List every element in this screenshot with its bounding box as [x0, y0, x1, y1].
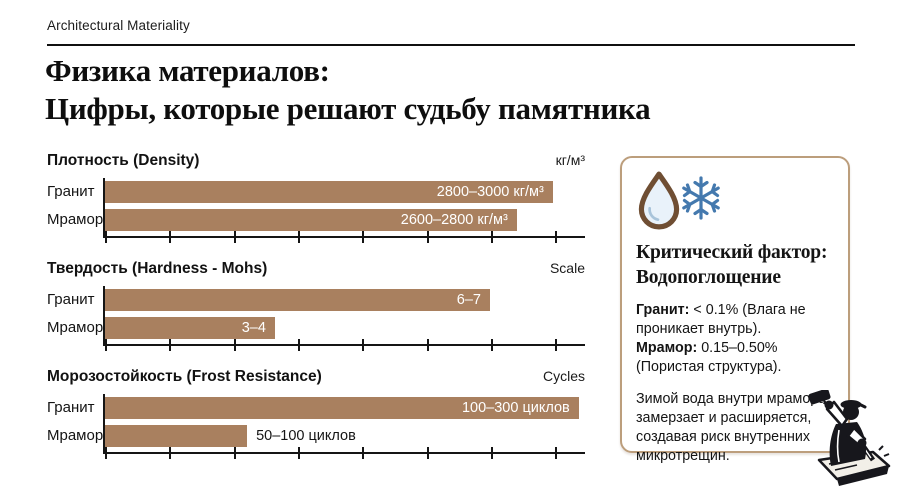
- chart-header: Морозостойкость (Frost Resistance) Cycles: [47, 368, 585, 388]
- axis-tick: [490, 231, 493, 243]
- axis-tick: [105, 231, 107, 243]
- category-label: Гранит: [47, 183, 95, 200]
- card-specs: Гранит: < 0.1% (Влага не проникает внутр…: [636, 301, 833, 377]
- axis-tick: [233, 447, 236, 459]
- bar-value-label: 50–100 циклов: [256, 428, 356, 444]
- axis-tick: [297, 231, 300, 243]
- axis-tick: [362, 231, 365, 243]
- page-title-line1: Физика материалов:: [45, 53, 330, 88]
- axis-tick: [362, 447, 365, 459]
- bar-value-label: 2600–2800 кг/м³: [400, 212, 508, 228]
- granite-spec-label: Гранит:: [636, 302, 690, 318]
- category-label: Мрамор: [47, 211, 104, 228]
- axis-tick: [490, 339, 493, 351]
- axis-tick: [555, 339, 558, 351]
- axis-tick: [297, 447, 300, 459]
- chart-unit-label: Cycles: [542, 368, 585, 384]
- water-drop-icon: [638, 171, 680, 230]
- card-title-line2: Водопоглощение: [636, 267, 781, 288]
- chart-header: Твердость (Hardness - Mohs) Scale: [47, 260, 585, 280]
- card-note: Зимой вода внутри мрамора замерзает и ра…: [636, 391, 827, 464]
- bar-row-гранит: Гранит 6–7: [47, 289, 585, 311]
- bar-row-гранит: Гранит 100–300 циклов: [47, 397, 585, 419]
- card-title-line1: Критический фактор:: [636, 242, 828, 263]
- axis-tick: [297, 339, 300, 351]
- bar-row-гранит: Гранит 2800–3000 кг/м³: [47, 181, 585, 203]
- bar-row-мрамор: Мрамор 50–100 циклов: [47, 425, 585, 447]
- chart-plot: Гранит 2800–3000 кг/м³ Мрамор 2600–2800 кг/…: [47, 178, 585, 243]
- chart-density: Плотность (Density) кг/м³ Гранит 2800–3000 …: [47, 152, 585, 248]
- value-bar: 6–7: [105, 289, 490, 311]
- axis-tick: [169, 231, 172, 243]
- chart-frost-resistance: Морозостойкость (Frost Resistance) Cycles…: [47, 368, 585, 464]
- bar-value-label: 100–300 циклов: [461, 400, 570, 416]
- axis-tick: [169, 447, 172, 459]
- axis-tick: [490, 447, 493, 459]
- value-bar: 2800–3000 кг/м³: [105, 181, 553, 203]
- chart-plot: Гранит 6–7 Мрамор 3–4: [47, 286, 585, 351]
- chart-unit-label: кг/м³: [555, 152, 585, 168]
- header-rule: [47, 44, 855, 46]
- axis-tick: [233, 231, 236, 243]
- charts-column: Плотность (Density) кг/м³ Гранит 2800–3000 …: [47, 152, 585, 462]
- bar-row-мрамор: Мрамор 3–4: [47, 317, 585, 339]
- axis-tick: [362, 339, 365, 351]
- stonemason-illustration: [808, 390, 891, 486]
- card-title: Критический фактор: Водопоглощение: [636, 240, 833, 290]
- snowflake-icon: [682, 176, 720, 220]
- axis-tick: [555, 447, 558, 459]
- category-label: Гранит: [47, 291, 95, 308]
- chart-title: Плотность (Density): [47, 152, 200, 169]
- marble-spec-value: 0.15–0.50% (Пористая структура).: [636, 340, 782, 375]
- axis-tick: [169, 339, 172, 351]
- axis-tick: [426, 447, 429, 459]
- axis-tick: [555, 231, 558, 243]
- category-label: Гранит: [47, 399, 95, 416]
- axis-tick: [105, 339, 107, 351]
- category-label: Мрамор: [47, 319, 104, 336]
- value-bar: 2600–2800 кг/м³: [105, 209, 517, 231]
- bar-row-мрамор: Мрамор 2600–2800 кг/м³: [47, 209, 585, 231]
- marble-spec-label: Мрамор:: [636, 340, 698, 356]
- axis-tick: [105, 447, 107, 459]
- page-title: Физика материалов: Цифры, которые решают …: [45, 52, 705, 128]
- chart-hardness: Твердость (Hardness - Mohs) Scale Гранит 6–…: [47, 260, 585, 356]
- axis-tick: [233, 339, 236, 351]
- eyebrow-label: Architectural Materiality: [47, 18, 190, 33]
- chart-title: Твердость (Hardness - Mohs): [47, 260, 268, 277]
- bar-value-label: 6–7: [456, 292, 481, 308]
- value-bar: 3–4: [105, 317, 275, 339]
- chart-plot: Гранит 100–300 циклов Мрамор 50–100 циклов: [47, 394, 585, 459]
- axis-tick: [426, 231, 429, 243]
- chart-unit-label: Scale: [549, 260, 585, 276]
- critical-factor-card: Критический фактор: Водопоглощение Гранит…: [620, 156, 850, 464]
- granite-spec-value: < 0.1% (Влага не проникает внутрь).: [636, 302, 806, 337]
- page-title-line2: Цифры, которые решают судьбу памятника: [45, 91, 651, 126]
- bar-value-label: 2800–3000 кг/м³: [436, 184, 544, 200]
- chart-title: Морозостойкость (Frost Resistance): [47, 368, 322, 385]
- card-icons: [636, 170, 833, 232]
- chart-header: Плотность (Density) кг/м³: [47, 152, 585, 172]
- value-bar: [105, 425, 248, 447]
- category-label: Мрамор: [47, 427, 104, 444]
- axis-tick: [426, 339, 429, 351]
- value-bar: 100–300 циклов: [105, 397, 579, 419]
- bar-value-label: 3–4: [241, 320, 266, 336]
